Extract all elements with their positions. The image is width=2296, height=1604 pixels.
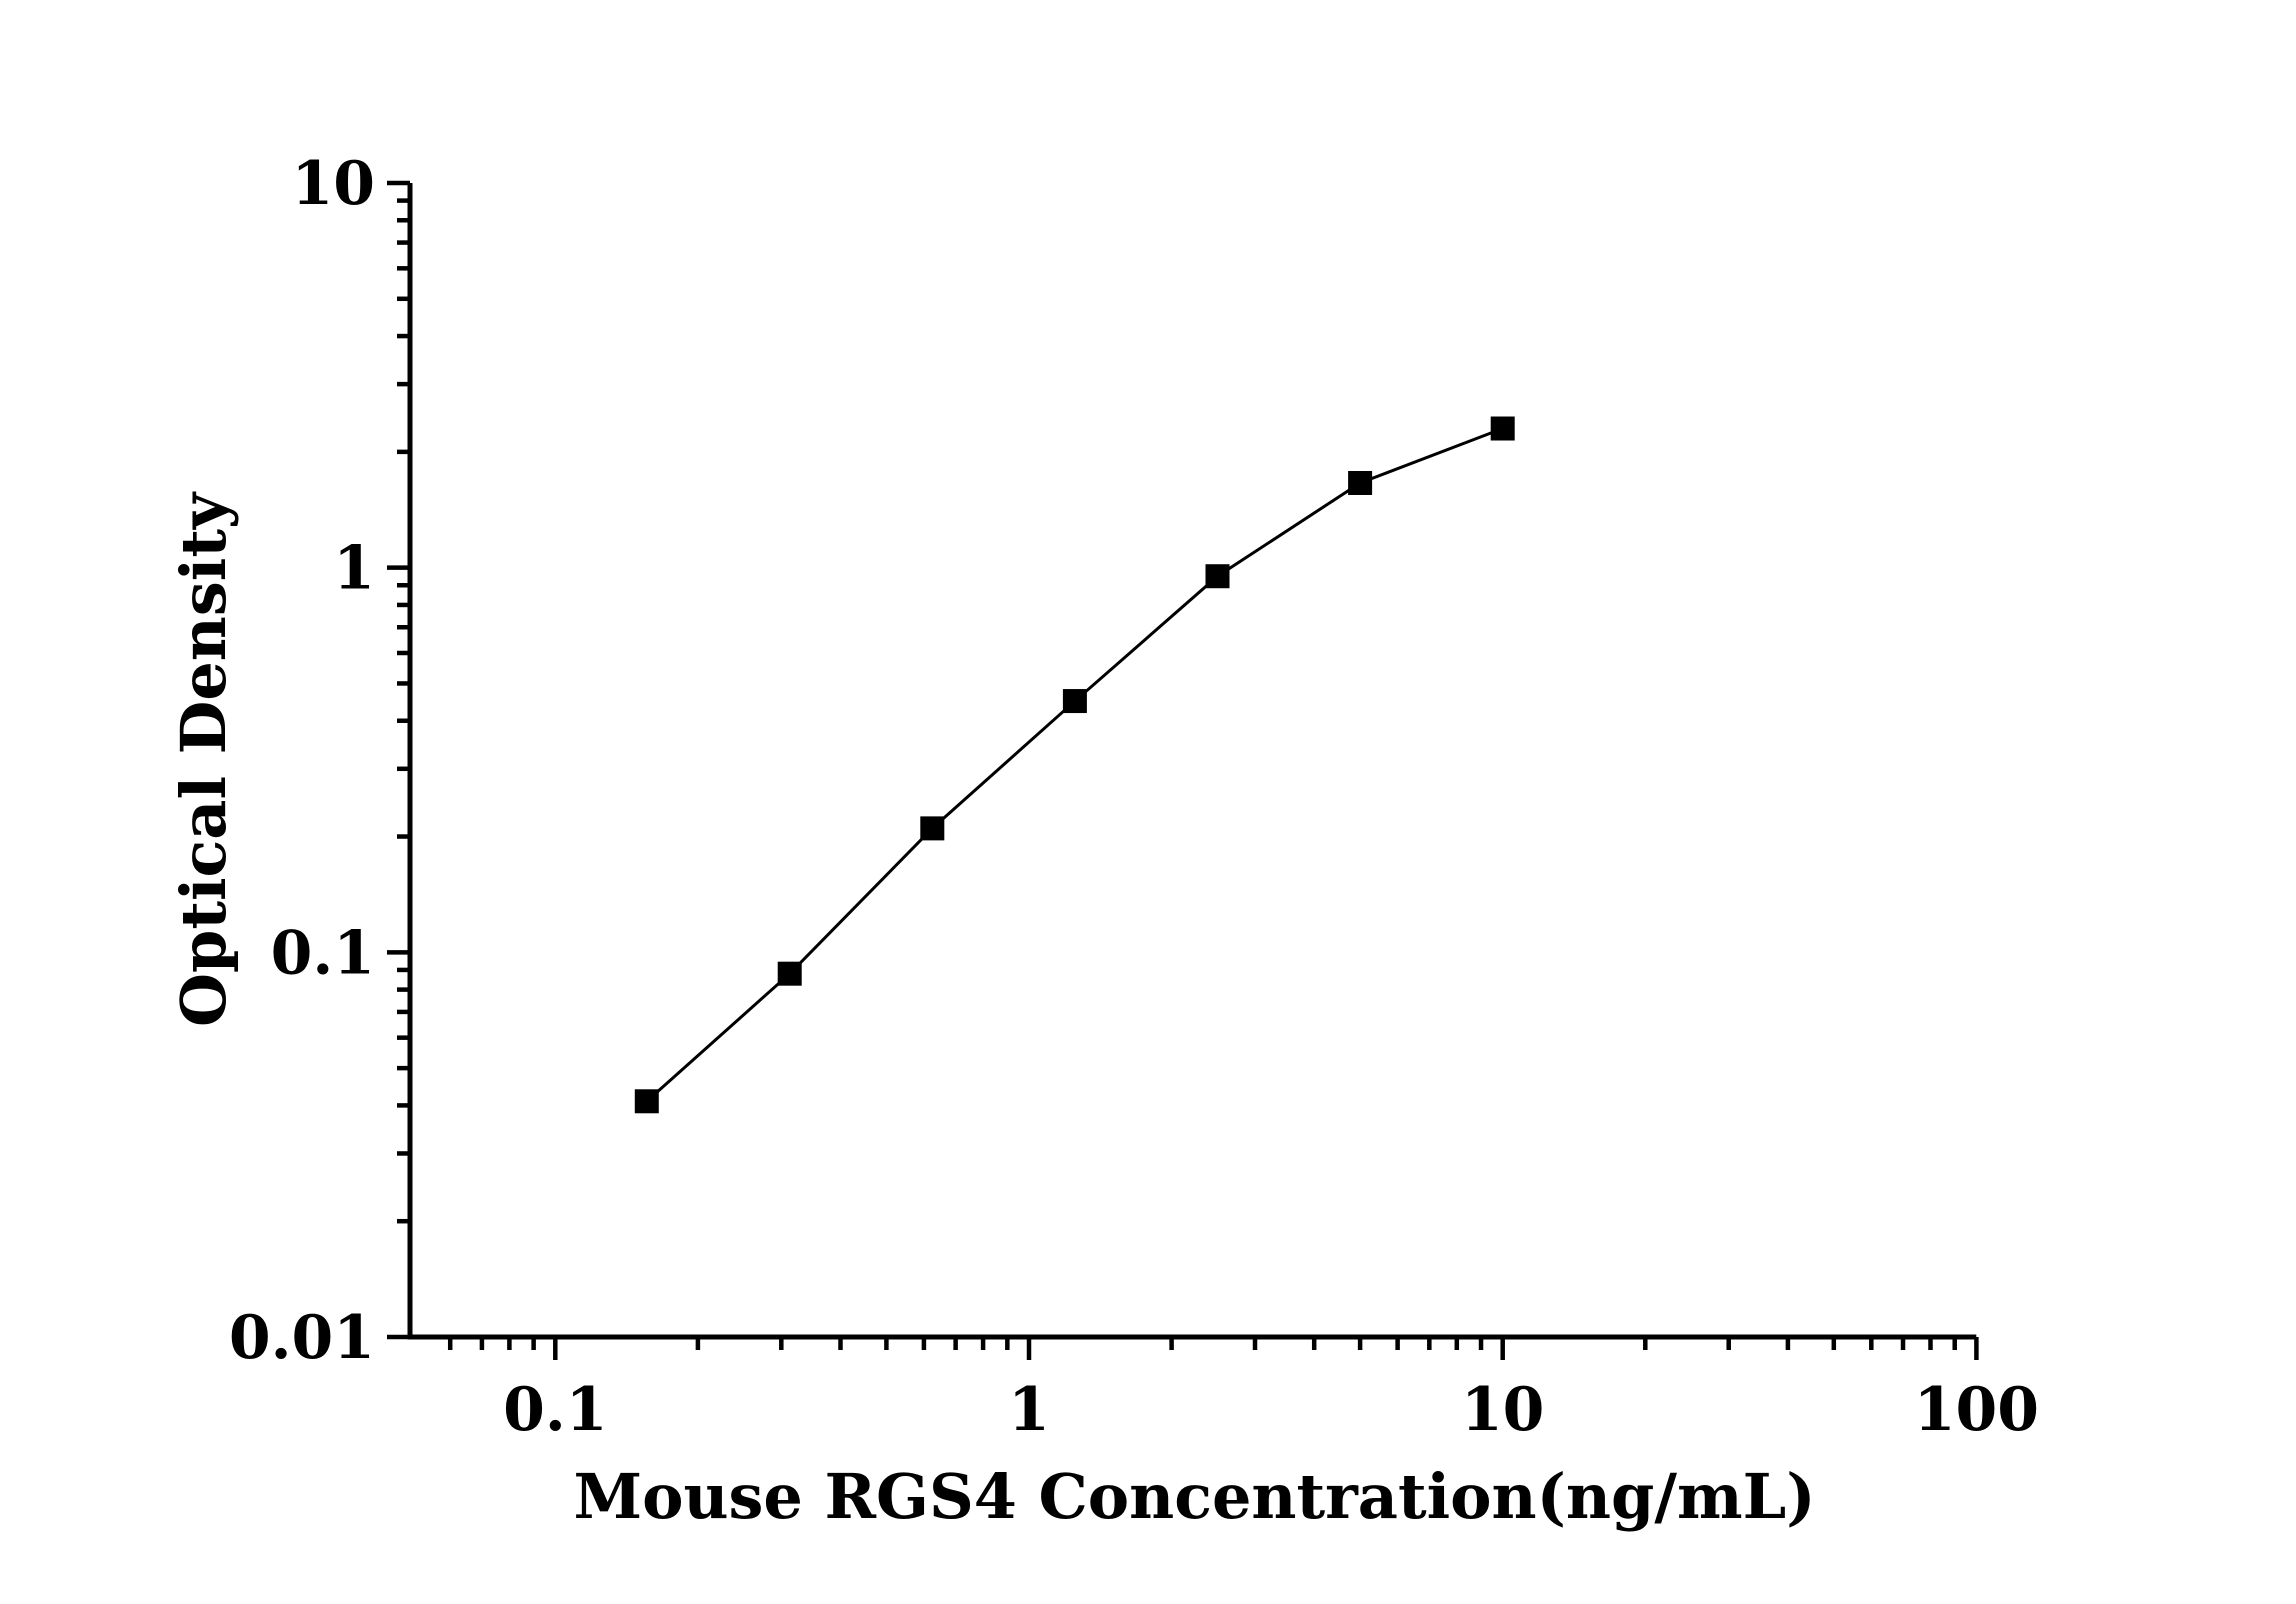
y-tick-label: 0.1 bbox=[271, 918, 375, 988]
y-axis-title: Optical Density bbox=[167, 492, 240, 1028]
data-point-marker bbox=[920, 816, 945, 841]
y-tick-label: 10 bbox=[292, 149, 376, 219]
y-tick-label: 0.01 bbox=[229, 1303, 375, 1373]
x-tick-label: 10 bbox=[1461, 1375, 1545, 1445]
y-tick-label: 1 bbox=[333, 534, 375, 604]
data-point-marker bbox=[1062, 689, 1087, 714]
data-point-marker bbox=[1490, 416, 1515, 441]
axis-lines bbox=[407, 183, 1977, 1340]
x-tick-label: 0.1 bbox=[503, 1375, 607, 1445]
data-line bbox=[645, 427, 1504, 1103]
x-axis-title: Mouse RGS4 Concentration(ng/mL) bbox=[573, 1460, 1816, 1533]
data-point-marker bbox=[634, 1089, 659, 1114]
data-point-marker bbox=[777, 961, 802, 986]
x-tick-label: 100 bbox=[1914, 1375, 2039, 1445]
data-point-marker bbox=[1205, 564, 1230, 589]
data-point-marker bbox=[1348, 470, 1373, 495]
x-tick-label: 1 bbox=[1008, 1375, 1050, 1445]
